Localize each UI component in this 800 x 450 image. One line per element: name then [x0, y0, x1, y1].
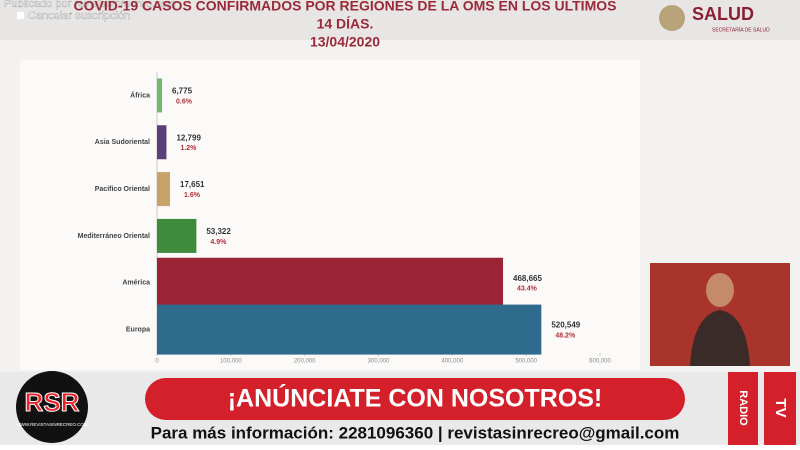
- y-tick-label: Mediterráneo Oriental: [78, 233, 150, 240]
- chart-subtitle: 13/04/2020: [310, 34, 380, 50]
- percent-label: 0.6%: [176, 98, 193, 105]
- bar: [157, 304, 542, 355]
- logo-subtitle: SECRETARÍA DE SALUD: [712, 26, 770, 33]
- value-label: 17,651: [180, 180, 205, 189]
- chart: 0 100,000 200,000 300,000 400,000 500,000 600,…: [78, 72, 612, 365]
- headline-pill: [145, 378, 685, 420]
- rsr-site: WWW.REVISTASINRECREO.COM: [16, 422, 87, 427]
- interpreter-body: [690, 310, 750, 366]
- publisher: Publicado por revistasinrecreo.com: [4, 0, 176, 10]
- x-tick-label: 500,000: [515, 359, 537, 365]
- seal: [659, 5, 685, 31]
- percent-label: 48.2%: [555, 332, 576, 339]
- value-label: 520,549: [551, 321, 580, 330]
- rsr-logo: [16, 371, 88, 443]
- y-tick-label: Asia Sudoriental: [95, 139, 150, 146]
- value-label: 6,775: [172, 87, 193, 96]
- radio-label: RADIO: [737, 390, 749, 426]
- unsubscribe[interactable]: Cancelar suscripción: [28, 10, 130, 22]
- chart-title-2: 14 DÍAS.: [317, 16, 374, 32]
- contact-info: Para más información: 2281096360 | revis…: [151, 423, 680, 442]
- interpreter-head: [706, 273, 734, 307]
- value-label: 53,322: [206, 227, 231, 236]
- radio-box: [728, 372, 758, 445]
- x-tick-label: 200,000: [294, 359, 316, 365]
- y-tick-label: Pacífico Oriental: [95, 186, 150, 193]
- headline: ¡ANÚNCIATE CON NOSOTROS!: [228, 383, 603, 413]
- y-tick-label: América: [122, 280, 150, 287]
- x-tick-label: 400,000: [441, 359, 463, 365]
- rsr-text: RSR: [25, 387, 80, 417]
- percent-label: 1.2%: [180, 145, 197, 152]
- value-label: 468,665: [513, 274, 542, 283]
- bar: [157, 218, 197, 253]
- value-label: 12,799: [176, 133, 201, 142]
- x-tick-label: 300,000: [368, 359, 390, 365]
- bar: [157, 257, 504, 308]
- x-tick-label: 100,000: [220, 359, 242, 365]
- percent-label: 4.9%: [210, 239, 227, 246]
- x-tick-label: 0: [155, 359, 159, 365]
- x-tick-label: 600,000: [589, 359, 611, 365]
- logo-name: SALUD: [692, 4, 754, 24]
- y-tick-label: África: [130, 90, 150, 99]
- bar: [157, 172, 171, 207]
- lock-icon: [17, 12, 24, 19]
- bar: [157, 78, 163, 113]
- tv-box: [764, 372, 796, 445]
- percent-label: 43.4%: [517, 286, 538, 293]
- bar: [157, 125, 167, 160]
- y-tick-label: Europa: [126, 326, 150, 333]
- chart-title: COVID-19 CASOS CONFIRMADOS POR REGIONES …: [74, 0, 617, 14]
- percent-label: 1.6%: [184, 192, 201, 199]
- tv-label: TV: [772, 398, 789, 417]
